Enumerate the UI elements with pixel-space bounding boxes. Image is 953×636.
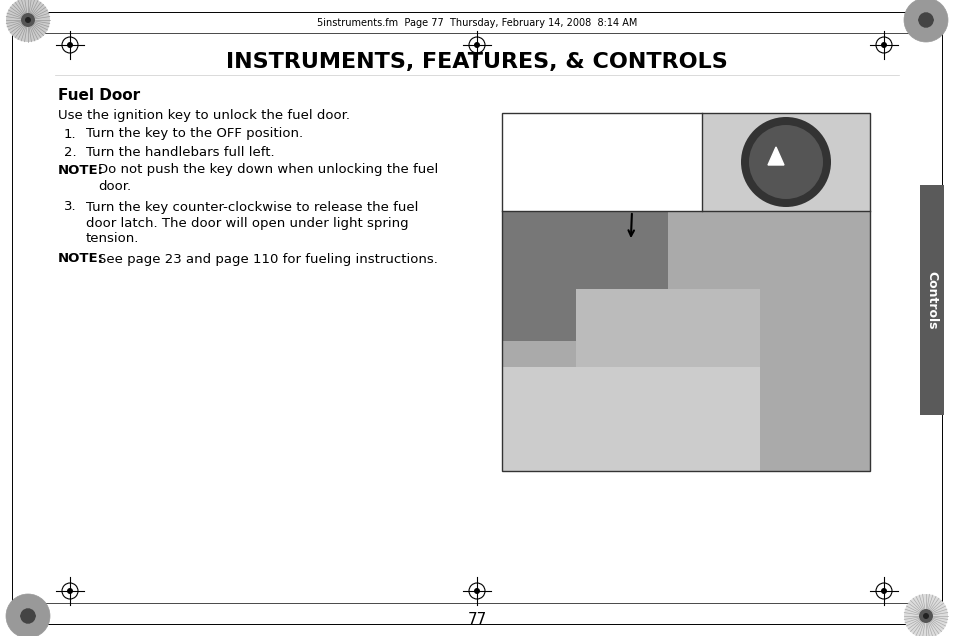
Circle shape (740, 117, 830, 207)
Text: Do not depress key.: Do not depress key. (510, 165, 633, 179)
Text: 2.: 2. (64, 146, 76, 158)
Circle shape (6, 594, 50, 636)
Circle shape (67, 42, 73, 48)
Text: Do not push the key down when unlocking the fuel: Do not push the key down when unlocking … (98, 163, 437, 177)
Bar (501, 211, 869, 471)
Text: 3.: 3. (64, 200, 76, 214)
Bar (501, 367, 759, 471)
Circle shape (918, 609, 932, 623)
Text: 1.: 1. (64, 127, 76, 141)
Circle shape (880, 588, 886, 594)
Text: Turn the key to the OFF position.: Turn the key to the OFF position. (86, 127, 303, 141)
Circle shape (474, 588, 479, 594)
Bar (701, 113, 869, 211)
Circle shape (6, 0, 50, 42)
Bar (919, 185, 943, 415)
Text: See page 23 and page 110 for fueling instructions.: See page 23 and page 110 for fueling ins… (98, 252, 437, 265)
Text: tension.: tension. (86, 233, 139, 245)
Circle shape (748, 125, 822, 199)
Circle shape (918, 12, 933, 28)
Text: Controls: Controls (924, 271, 938, 329)
Circle shape (880, 42, 886, 48)
Text: 77: 77 (467, 611, 486, 626)
Circle shape (474, 42, 479, 48)
Text: Fuel Door: Fuel Door (58, 88, 140, 102)
Text: NOTE:: NOTE: (58, 163, 104, 177)
Text: door.: door. (98, 179, 131, 193)
Text: Use the ignition key to unlock the fuel door.: Use the ignition key to unlock the fuel … (58, 109, 350, 121)
Polygon shape (767, 147, 783, 165)
Circle shape (67, 588, 73, 594)
Text: Turn key: Turn key (510, 120, 561, 134)
Bar (501, 113, 701, 211)
Text: 5instruments.fm  Page 77  Thursday, February 14, 2008  8:14 AM: 5instruments.fm Page 77 Thursday, Februa… (316, 18, 637, 28)
Text: counterclockwise: counterclockwise (510, 135, 618, 148)
Text: INSTRUMENTS, FEATURES, & CONTROLS: INSTRUMENTS, FEATURES, & CONTROLS (226, 52, 727, 72)
Circle shape (903, 594, 947, 636)
Circle shape (21, 13, 35, 27)
Circle shape (923, 613, 928, 619)
Text: NOTE:: NOTE: (58, 252, 104, 265)
Text: door latch. The door will open under light spring: door latch. The door will open under lig… (86, 216, 408, 230)
Text: to open fuel door.: to open fuel door. (510, 151, 619, 163)
Bar (575, 289, 759, 393)
Circle shape (20, 608, 35, 624)
Text: Turn the handlebars full left.: Turn the handlebars full left. (86, 146, 274, 158)
Circle shape (25, 17, 30, 23)
Bar (501, 113, 869, 471)
Text: Turn the key counter-clockwise to release the fuel: Turn the key counter-clockwise to releas… (86, 200, 418, 214)
Bar (501, 211, 667, 341)
Circle shape (903, 0, 947, 42)
